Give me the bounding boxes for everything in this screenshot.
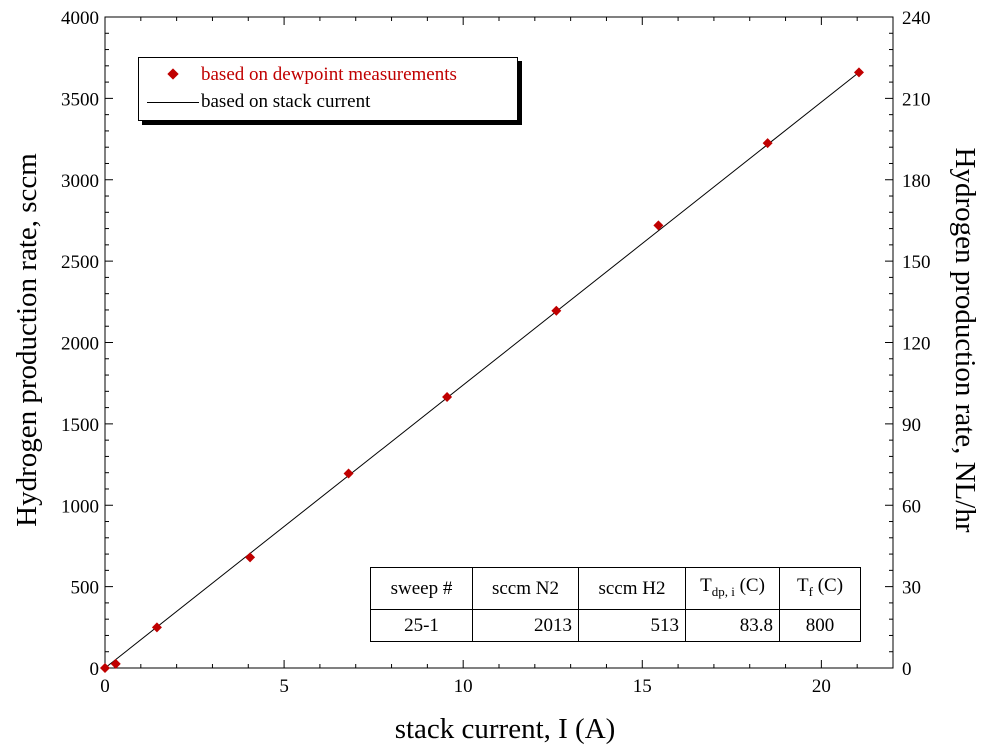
data-point-dewpoint: [653, 220, 664, 231]
legend-diamond-marker: [167, 68, 179, 80]
y2-tick-label: 90: [902, 415, 921, 436]
legend-label-stack-current: based on stack current: [201, 91, 371, 112]
table-header-h2: sccm H2: [578, 567, 686, 610]
x-axis-label: stack current, I (A): [395, 713, 616, 745]
table-header-tdp: Tdp, i (C): [685, 567, 780, 610]
legend-label-dewpoint: based on dewpoint measurements: [201, 64, 457, 85]
y2-tick-label: 60: [902, 496, 921, 517]
data-point-dewpoint: [762, 138, 773, 149]
y-axis-label-left: Hydrogen production rate, sccm: [11, 153, 43, 527]
y2-tick-label: 210: [902, 89, 931, 110]
y-axis-label-right: Hydrogen production rate, NL/hr: [949, 148, 981, 533]
data-point-dewpoint: [551, 305, 562, 316]
series-line-stack-current: [104, 71, 860, 669]
y-tick-label: 2500: [61, 252, 99, 273]
data-point-dewpoint: [110, 658, 121, 669]
y-tick-label: 0: [90, 659, 100, 680]
y-tick-label: 1500: [61, 415, 99, 436]
table-row: 25-1 2013 513 83.8 800: [370, 609, 861, 642]
table-cell-tdp: 83.8: [685, 609, 780, 642]
y-axis-left: 0 500 1000 1500 2000 2500 3000 3500 4000: [61, 8, 113, 680]
x-tick-label: 20: [812, 676, 831, 697]
table-header-sweep: sweep #: [370, 567, 473, 610]
y2-tick-label: 120: [902, 334, 931, 355]
y-tick-label: 500: [71, 578, 100, 599]
x-tick-label: 5: [279, 676, 289, 697]
data-point-dewpoint: [343, 468, 354, 479]
y2-tick-label: 0: [902, 659, 912, 680]
legend: based on dewpoint measurements based on …: [138, 57, 518, 121]
table-cell-tf: 800: [779, 609, 861, 642]
table-cell-sweep: 25-1: [370, 609, 473, 642]
y-tick-label: 4000: [61, 8, 99, 29]
y-tick-label: 2000: [61, 334, 99, 355]
table-cell-h2: 513: [578, 609, 686, 642]
x-tick-label: 0: [100, 676, 110, 697]
y2-tick-label: 150: [902, 252, 931, 273]
series-layer: [100, 67, 864, 673]
data-point-dewpoint: [442, 392, 453, 403]
data-point-dewpoint: [151, 622, 162, 633]
y2-tick-label: 180: [902, 171, 931, 192]
table-cell-n2: 2013: [472, 609, 579, 642]
data-point-dewpoint: [245, 552, 256, 563]
y-axis-right: 0 30 60 90 120 150 180 210 240: [885, 8, 931, 680]
y2-tick-label: 240: [902, 8, 931, 29]
table-header-tf: Tf (C): [779, 567, 861, 610]
data-point-dewpoint: [100, 663, 110, 673]
x-tick-label: 10: [454, 676, 473, 697]
conditions-table: sweep # sccm N2 sccm H2 Tdp, i (C) Tf (C…: [370, 567, 861, 642]
y2-tick-label: 30: [902, 578, 921, 599]
data-point-dewpoint: [853, 67, 864, 78]
table-header-n2: sccm N2: [472, 567, 579, 610]
y-tick-label: 3000: [61, 171, 99, 192]
legend-line-marker: [147, 102, 199, 103]
x-axis: 0 5 10 15 20: [100, 17, 858, 697]
y-tick-label: 3500: [61, 89, 99, 110]
x-tick-label: 15: [633, 676, 652, 697]
y-tick-label: 1000: [61, 496, 99, 517]
table-header-row: sweep # sccm N2 sccm H2 Tdp, i (C) Tf (C…: [370, 567, 861, 610]
